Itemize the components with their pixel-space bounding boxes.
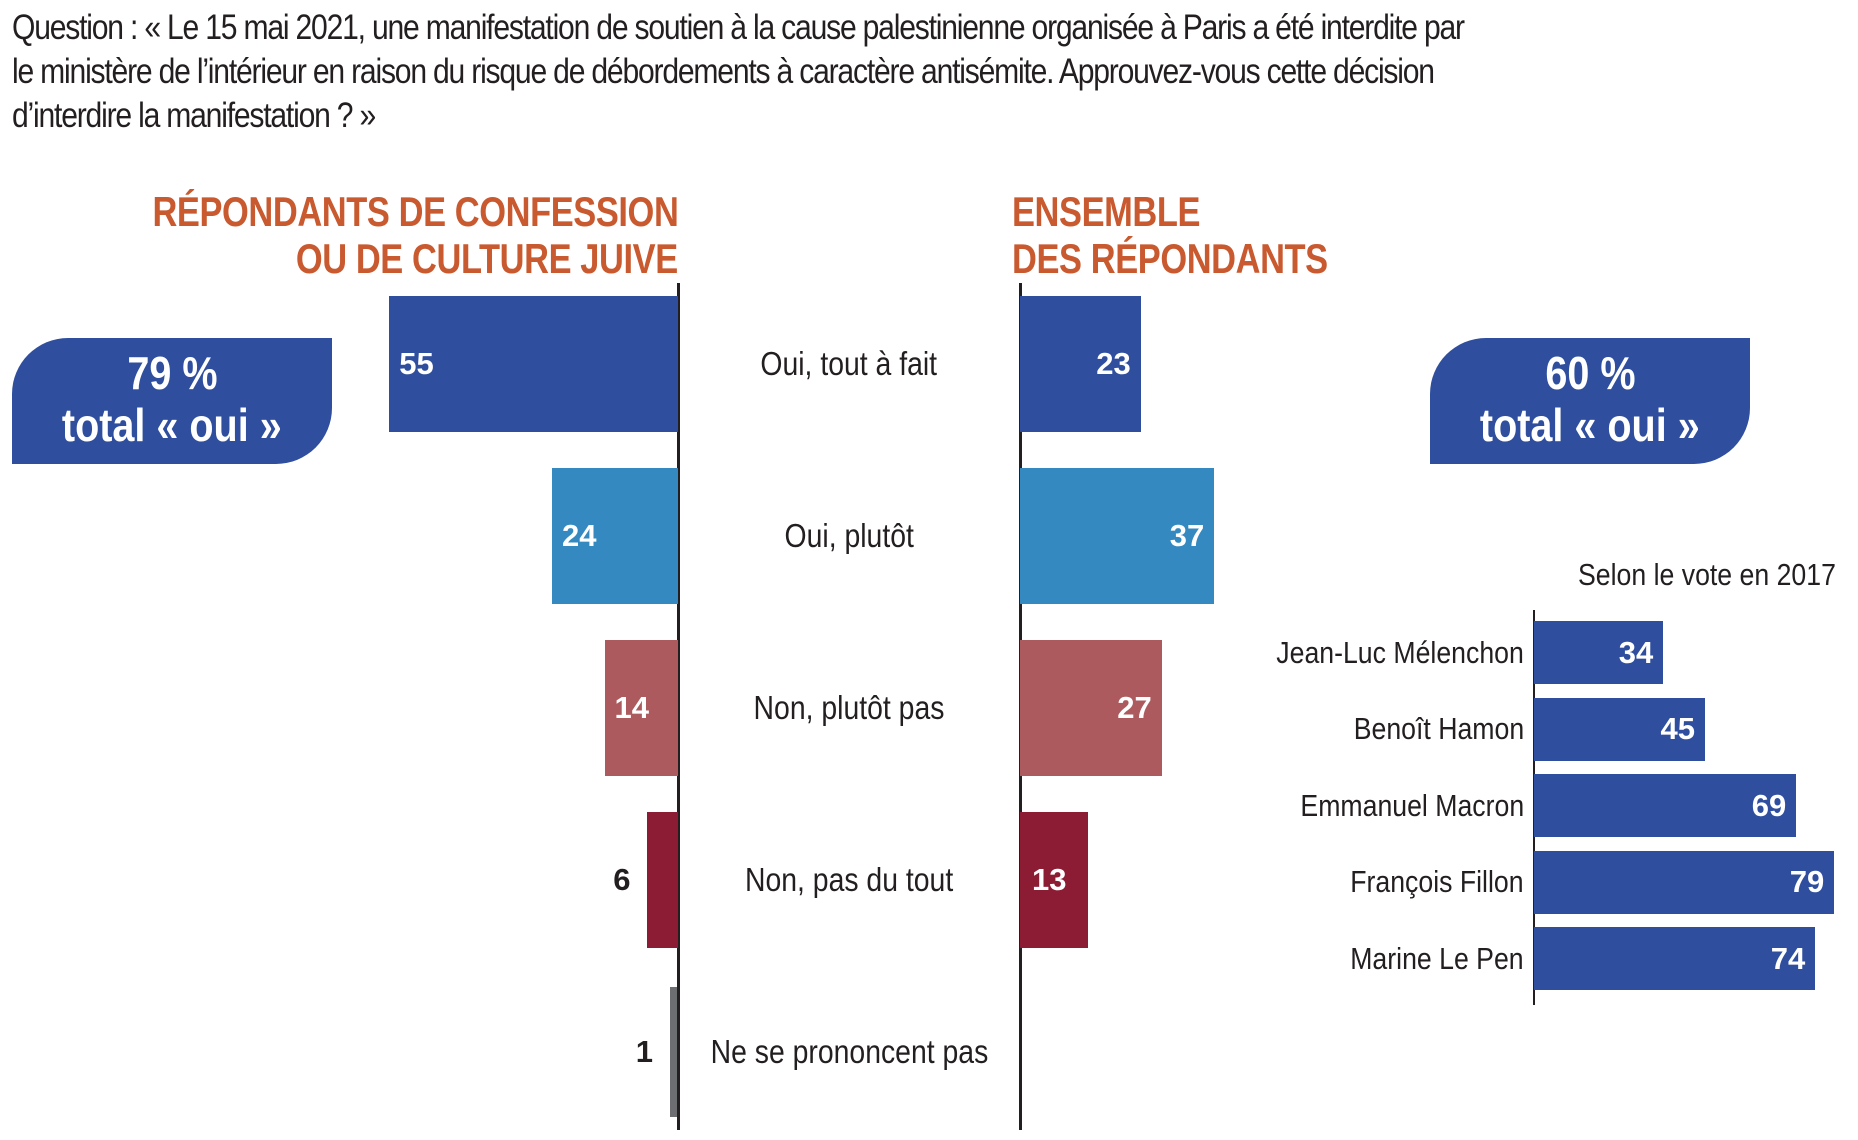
bar-value-label: 27 [1117, 690, 1152, 725]
vote-candidate-label: François Fillon [1322, 863, 1524, 901]
category-label-text: Non, pas du tout [744, 861, 954, 898]
category-label-text: Oui, plutôt [784, 517, 914, 554]
category-label-text: Ne se prononcent pas [710, 1033, 988, 1070]
badge-percent: 60 % [1544, 347, 1636, 399]
vote-candidate-name: François Fillon [1350, 864, 1524, 899]
vote-bar-value: 79 [1789, 864, 1825, 899]
vote-candidate-name: Emmanuel Macron [1300, 787, 1524, 823]
bar-all-3 [1020, 640, 1162, 776]
heading-jewish-respondents: RÉPONDANTS DE CONFESSION OU DE CULTURE J… [37, 188, 678, 282]
question-line: d’interdire la manifestation ? » [12, 96, 376, 135]
axis-line-left [677, 283, 680, 1130]
vote-bar-3 [1534, 774, 1797, 837]
category-label-text: Non, plutôt pas [753, 689, 945, 726]
question-line: le ministère de l’intérieur en raison du… [12, 52, 1435, 91]
vote-bar-4 [1534, 850, 1835, 914]
category-label: Oui, plutôt [679, 517, 1019, 555]
badge-percent: 79 % [126, 347, 218, 399]
badge-label: total « oui » [62, 399, 282, 451]
vote-candidate-label: Jean-Luc Mélenchon [1236, 634, 1524, 672]
bar-jewish-4 [646, 812, 678, 948]
category-label: Non, plutôt pas [679, 689, 1019, 727]
total-oui-badge-right: 60 % total « oui » [1430, 338, 1750, 464]
bar-all-4 [1020, 812, 1089, 948]
category-label: Ne se prononcent pas [679, 1033, 1019, 1071]
bar-value-label: 14 [614, 690, 649, 725]
vote-chart-title-text: Selon le vote en 2017 [1578, 557, 1836, 592]
bar-value-label: 37 [1169, 518, 1205, 553]
category-label: Oui, tout à fait [679, 345, 1019, 383]
vote-candidate-label: Benoît Hamon [1326, 710, 1524, 748]
question-line: Question : « Le 15 mai 2021, une manifes… [12, 8, 1465, 47]
bar-value-label: 23 [1096, 346, 1131, 381]
bar-all-1 [1020, 296, 1141, 432]
heading-line: ENSEMBLE [1012, 188, 1201, 235]
category-label: Non, pas du tout [679, 861, 1019, 899]
heading-line: DES RÉPONDANTS [1012, 235, 1328, 282]
bar-all-2 [1020, 468, 1215, 604]
heading-all-respondents: ENSEMBLE DES RÉPONDANTS [1012, 188, 1397, 282]
bar-jewish-1 [389, 296, 678, 432]
vote-chart-title: Selon le vote en 2017 [1536, 556, 1836, 594]
heading-line: RÉPONDANTS DE CONFESSION [152, 188, 678, 235]
bar-jewish-2 [552, 468, 678, 604]
bar-value-label: 24 [562, 518, 597, 553]
bar-value-label: 6 [613, 862, 631, 897]
bar-jewish-3 [604, 640, 678, 776]
vote-candidate-name: Benoît Hamon [1353, 711, 1524, 746]
vote-candidate-label: Emmanuel Macron [1264, 787, 1524, 825]
vote-candidate-name: Marine Le Pen [1350, 940, 1524, 976]
vote-candidate-label: Marine Le Pen [1322, 940, 1524, 978]
vote-bar-value: 74 [1770, 940, 1806, 976]
category-label-text: Oui, tout à fait [760, 345, 938, 382]
bar-value-label: 1 [635, 1034, 653, 1069]
vote-bar-value: 45 [1660, 711, 1695, 746]
heading-line: OU DE CULTURE JUIVE [296, 235, 678, 282]
vote-bar-1 [1534, 621, 1664, 684]
bar-value-label: 13 [1032, 862, 1067, 897]
bar-jewish-5 [670, 987, 677, 1117]
vote-bar-value: 69 [1751, 787, 1787, 823]
bar-value-label: 55 [399, 346, 434, 381]
question-text: Question : « Le 15 mai 2021, une manifes… [12, 6, 1852, 138]
vote-bar-value: 34 [1618, 634, 1654, 670]
total-oui-badge-left: 79 % total « oui » [12, 338, 332, 464]
vote-candidate-name: Jean-Luc Mélenchon [1276, 634, 1524, 670]
badge-label: total « oui » [1480, 399, 1700, 451]
vote-bar-5 [1534, 927, 1816, 990]
vote-bar-2 [1534, 697, 1705, 761]
